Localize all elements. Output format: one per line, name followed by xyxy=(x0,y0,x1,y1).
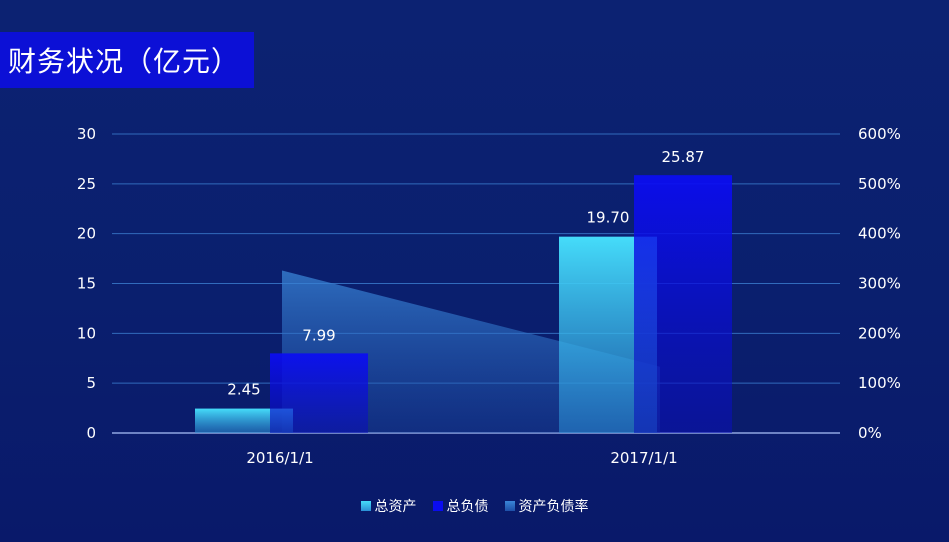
data-label-total-assets: 19.70 xyxy=(587,209,630,227)
data-label-total-assets: 2.45 xyxy=(227,381,260,399)
y-left-tick-label: 20 xyxy=(77,225,96,243)
chart-title: 财务状况（亿元） xyxy=(8,45,241,78)
y-left-tick-label: 30 xyxy=(77,125,96,143)
y-right-tick-label: 100% xyxy=(858,374,901,392)
legend-swatch-assets xyxy=(360,501,371,511)
x-category-label: 2017/1/1 xyxy=(610,449,677,467)
y-left-tick-label: 10 xyxy=(77,324,96,342)
legend-item-assets[interactable]: 总资产 xyxy=(360,496,417,516)
y-left-tick-label: 5 xyxy=(86,374,96,392)
bar-total-liabilities xyxy=(634,175,732,433)
x-category-label: 2016/1/1 xyxy=(246,449,313,467)
legend-label-assets: 总资产 xyxy=(374,499,417,515)
legend-item-liabilities[interactable]: 总负债 xyxy=(432,496,489,516)
y-left-tick-label: 25 xyxy=(77,175,96,193)
bar-total-liabilities xyxy=(270,353,368,433)
y-right-tick-label: 0% xyxy=(858,424,882,442)
chart-title-box: 财务状况（亿元） xyxy=(0,32,254,88)
y-right-tick-label: 200% xyxy=(858,324,901,342)
legend-swatch-debt-ratio xyxy=(504,501,515,511)
y-right-tick-label: 400% xyxy=(858,225,901,243)
data-label-total-liabilities: 7.99 xyxy=(302,326,335,344)
legend-swatch-liabilities xyxy=(432,501,443,511)
legend-item-debt-ratio[interactable]: 资产负债率 xyxy=(504,496,589,516)
y-left-tick-label: 15 xyxy=(77,275,96,293)
chart-legend: 总资产 总负债 资产负债率 xyxy=(0,496,949,516)
data-label-total-liabilities: 25.87 xyxy=(662,148,705,166)
y-right-tick-label: 500% xyxy=(858,175,901,193)
y-right-tick-label: 600% xyxy=(858,125,901,143)
y-left-tick-label: 0 xyxy=(86,424,96,442)
y-right-tick-label: 300% xyxy=(858,275,901,293)
legend-label-debt-ratio: 资产负债率 xyxy=(518,499,589,515)
legend-label-liabilities: 总负债 xyxy=(446,499,489,515)
